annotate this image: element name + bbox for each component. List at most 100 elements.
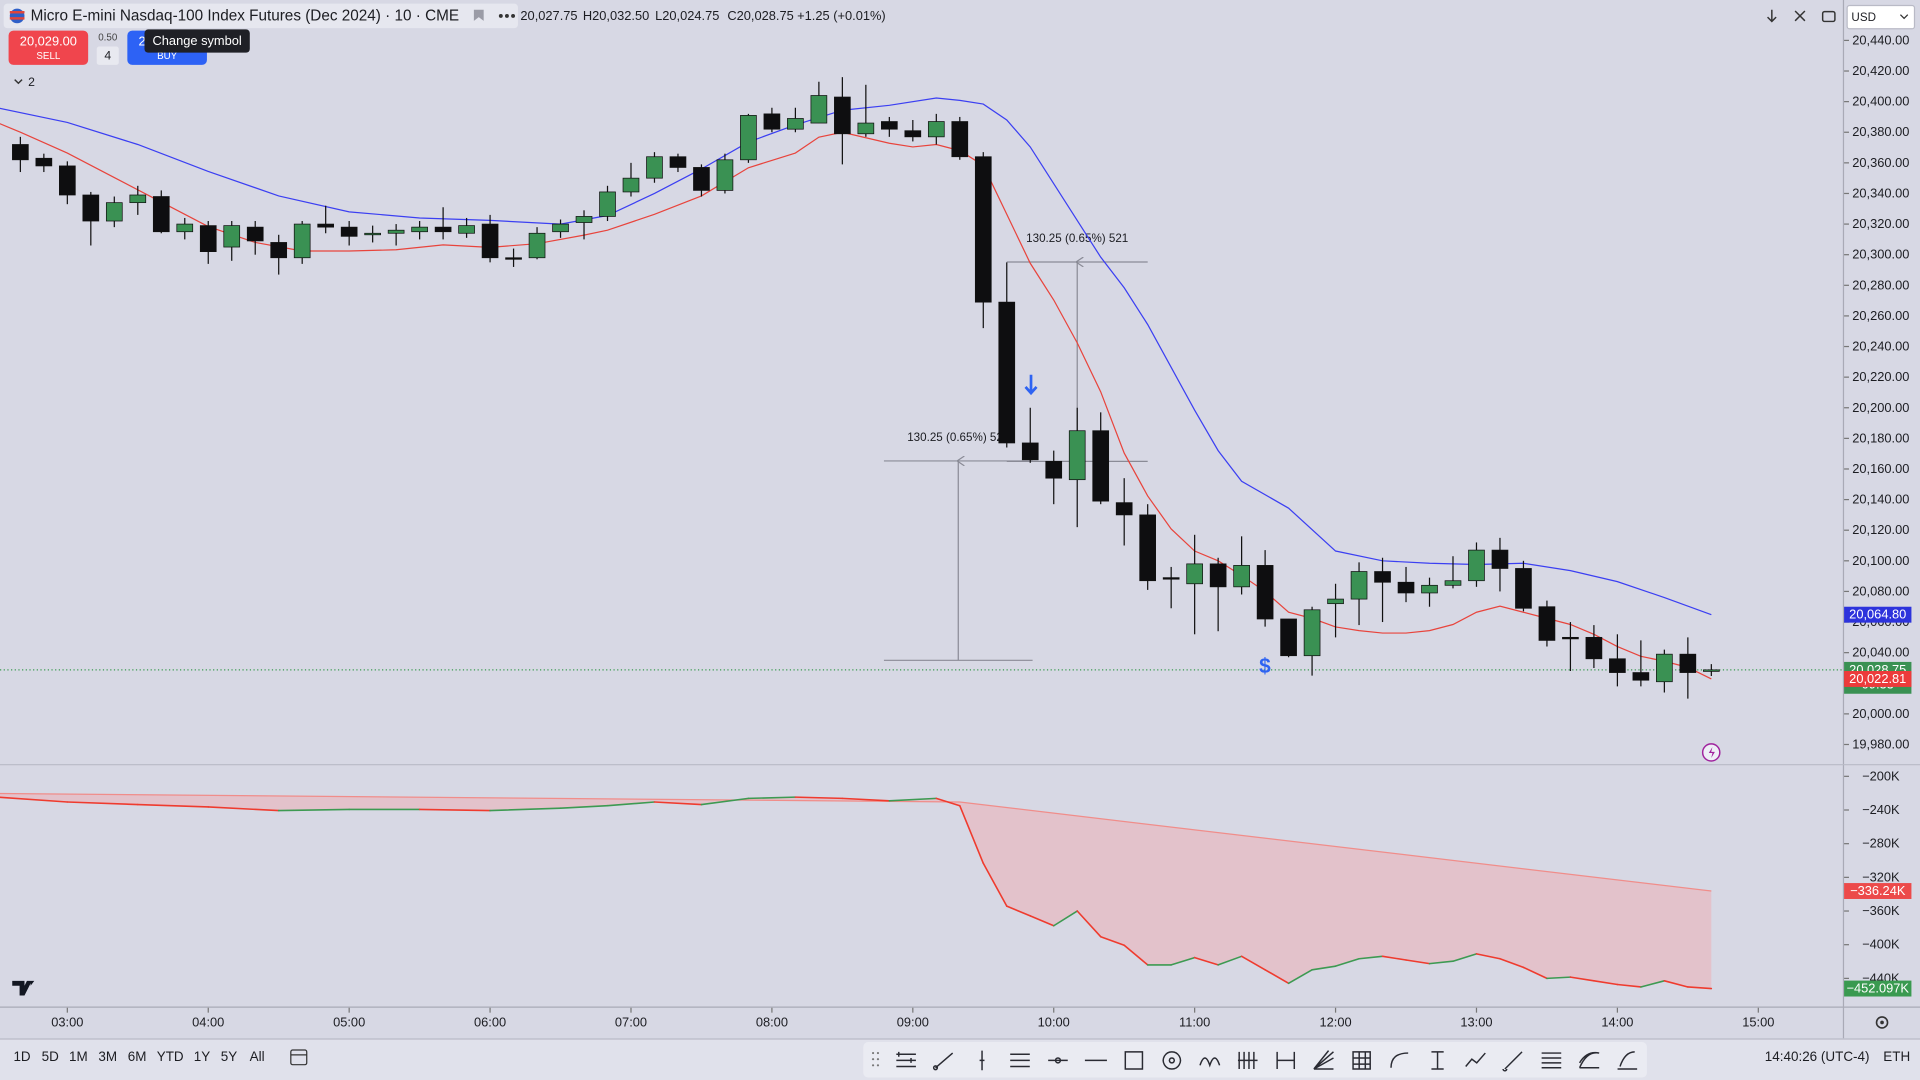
y-tick-label: 20,120.00 bbox=[1852, 522, 1909, 537]
indicator-segment bbox=[1428, 960, 1454, 965]
drawing-tool[interactable] bbox=[1431, 1051, 1444, 1070]
candle-body bbox=[223, 225, 241, 248]
indicator-segment bbox=[606, 801, 656, 807]
indicator-segment bbox=[1076, 910, 1102, 938]
bookmark-icon[interactable] bbox=[473, 9, 484, 21]
indicator-segment bbox=[1029, 915, 1055, 927]
range-button[interactable]: 1Y bbox=[194, 1049, 210, 1064]
clock: 14:40:26 (UTC-4) bbox=[1765, 1049, 1870, 1064]
x-tick-label: 11:00 bbox=[1179, 1014, 1210, 1029]
indicator-segment bbox=[841, 797, 891, 802]
indicator-segment bbox=[1522, 966, 1548, 980]
range-button[interactable]: 5D bbox=[42, 1049, 59, 1064]
drawing-tool[interactable] bbox=[1199, 1057, 1221, 1068]
drawing-tool[interactable] bbox=[1237, 1051, 1258, 1069]
candle-body bbox=[599, 191, 616, 217]
more-dot bbox=[504, 13, 509, 18]
grip-dot bbox=[871, 1058, 875, 1061]
ohlc-change: +1.25 (+0.01%) bbox=[797, 8, 886, 23]
y-tick-label: 20,160.00 bbox=[1852, 461, 1909, 476]
drawing-tool[interactable] bbox=[1048, 1057, 1068, 1064]
range-button[interactable]: 3M bbox=[98, 1049, 117, 1064]
candle-body bbox=[1092, 430, 1110, 502]
indicator-segment bbox=[1217, 955, 1243, 966]
close-button[interactable] bbox=[1794, 10, 1806, 22]
range-button[interactable]: 1D bbox=[13, 1049, 30, 1064]
moving-average bbox=[0, 123, 1712, 680]
drawing-tool[interactable] bbox=[1541, 1052, 1562, 1069]
minimize-button[interactable] bbox=[1767, 9, 1777, 23]
candle-body bbox=[1021, 442, 1039, 461]
indicator-segment bbox=[1616, 983, 1642, 988]
drawing-tool[interactable] bbox=[1352, 1051, 1371, 1070]
axis-value-tag bbox=[1844, 671, 1912, 687]
candle-body bbox=[411, 226, 428, 233]
maximize-button[interactable] bbox=[1821, 10, 1836, 23]
symbol-bar[interactable] bbox=[3, 3, 518, 29]
indicator-segment bbox=[1170, 956, 1196, 966]
range-button[interactable]: 5Y bbox=[221, 1049, 237, 1064]
y2-tick-label: −320K bbox=[1862, 869, 1900, 884]
candle-body bbox=[1209, 563, 1227, 588]
drawing-tool[interactable] bbox=[1578, 1051, 1600, 1069]
drawing-tool[interactable] bbox=[1162, 1051, 1182, 1070]
candle-body bbox=[1162, 577, 1180, 580]
envelope-line bbox=[0, 792, 1712, 892]
y2-tick-label: −360K bbox=[1862, 903, 1900, 918]
symbol-title[interactable]: Micro E-mini Nasdaq-100 Index Futures (D… bbox=[31, 8, 459, 25]
x-tick-label: 12:00 bbox=[1319, 1014, 1351, 1029]
y-tick-label: 20,100.00 bbox=[1852, 553, 1909, 568]
y-tick-label: 20,080.00 bbox=[1852, 583, 1909, 598]
drawing-tool[interactable] bbox=[896, 1051, 916, 1068]
candle-body bbox=[1303, 609, 1321, 657]
drawing-tool[interactable] bbox=[1465, 1052, 1486, 1068]
drawing-tool[interactable] bbox=[1502, 1051, 1523, 1072]
range-button[interactable]: 6M bbox=[128, 1049, 147, 1064]
candle-body bbox=[82, 194, 100, 222]
indicator-segment bbox=[136, 803, 210, 808]
drawing-tool[interactable] bbox=[932, 1052, 954, 1071]
indicator-segment bbox=[1663, 980, 1689, 988]
collapse-chevron[interactable] bbox=[14, 79, 23, 85]
x-tick-label: 07:00 bbox=[615, 1014, 647, 1029]
axis-value-tag-label: −452.097K bbox=[1847, 981, 1910, 996]
drawing-tool[interactable] bbox=[979, 1050, 985, 1071]
indicator-segment bbox=[1499, 957, 1525, 969]
drawing-tool[interactable] bbox=[1010, 1053, 1030, 1068]
candle-body bbox=[434, 226, 452, 233]
settings-gear[interactable] bbox=[1875, 1016, 1889, 1029]
x-tick-label: 13:00 bbox=[1460, 1014, 1492, 1029]
candle-body bbox=[270, 242, 288, 259]
drawing-tool[interactable] bbox=[1276, 1051, 1296, 1069]
candle-body bbox=[622, 177, 640, 193]
drawing-tool[interactable] bbox=[1617, 1051, 1638, 1070]
currency-select[interactable] bbox=[1846, 4, 1916, 30]
indicator-segment bbox=[794, 796, 844, 800]
indicator-segment bbox=[982, 862, 1008, 907]
candle-body bbox=[317, 223, 335, 228]
more-dot[interactable] bbox=[498, 13, 503, 18]
indicator-segment bbox=[1569, 976, 1595, 982]
range-button[interactable]: All bbox=[250, 1049, 265, 1064]
indicator-segment bbox=[207, 806, 280, 812]
tv-logo[interactable] bbox=[12, 980, 35, 996]
indicator-segment bbox=[1099, 935, 1125, 947]
qty-box[interactable] bbox=[96, 46, 119, 65]
candle-body bbox=[1585, 636, 1603, 660]
drawing-tool[interactable] bbox=[1390, 1052, 1409, 1068]
goto-date-button[interactable] bbox=[290, 1049, 308, 1066]
drawing-tool[interactable] bbox=[1124, 1051, 1144, 1070]
range-button[interactable]: YTD bbox=[157, 1049, 184, 1064]
candle-body bbox=[552, 223, 569, 233]
indicator-segment bbox=[1405, 959, 1431, 965]
candle-body bbox=[1045, 460, 1063, 479]
drawing-tool[interactable] bbox=[1313, 1050, 1334, 1070]
candle-body bbox=[1538, 606, 1556, 641]
sell-label: SELL bbox=[36, 51, 60, 62]
session[interactable]: ETH bbox=[1883, 1049, 1910, 1064]
candle-body bbox=[340, 226, 358, 237]
range-button[interactable]: 1M bbox=[69, 1049, 88, 1064]
sell-button[interactable] bbox=[8, 30, 89, 65]
candle-body bbox=[1421, 584, 1438, 594]
